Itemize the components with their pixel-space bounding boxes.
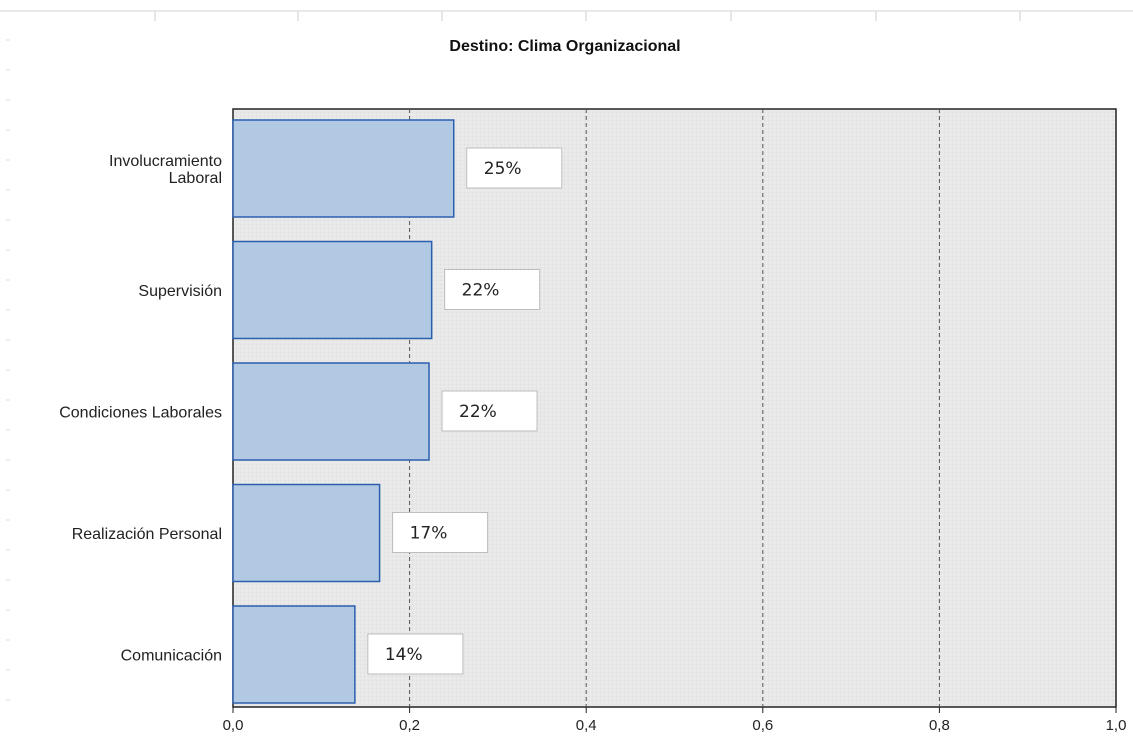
data-label-box [466, 147, 563, 189]
data-label-box [392, 512, 489, 553]
category-label: Comunicación [121, 648, 222, 665]
category-label: Supervisión [138, 283, 222, 300]
x-tick-label: 1,0 [1106, 717, 1127, 734]
top-ruler [0, 10, 1133, 701]
data-label-box [441, 390, 538, 432]
chart-title: Destino: Clima Organizacional [449, 38, 680, 55]
bar [232, 605, 356, 704]
data-label-box [367, 633, 464, 675]
x-tick-label: 0,0 [223, 717, 244, 734]
category-label: Involucramiento Laboral [109, 153, 222, 187]
data-label: 22% [459, 402, 497, 422]
bars: 25% 22% 22% 17% 14% [232, 119, 563, 704]
bar [232, 483, 381, 583]
x-tick-label: 0,8 [929, 717, 950, 734]
data-label: 22% [462, 281, 500, 301]
category-label: Condiciones Laborales [59, 405, 222, 422]
data-label: 14% [385, 645, 423, 665]
data-label-box [444, 269, 541, 310]
bar [232, 362, 430, 461]
bar [232, 119, 455, 218]
x-tick-label: 0,4 [576, 717, 597, 734]
x-axis: 0,0 0,2 0,4 0,6 0,8 1,0 [223, 707, 1127, 734]
data-label: 17% [410, 524, 448, 544]
category-labels: Involucramiento Laboral Supervisión Condici… [59, 153, 222, 665]
x-tick-label: 0,6 [752, 717, 773, 734]
x-tick-label: 0,2 [399, 717, 420, 734]
data-label: 25% [484, 159, 522, 179]
bar [232, 240, 433, 340]
category-label: Realización Personal [72, 526, 222, 543]
